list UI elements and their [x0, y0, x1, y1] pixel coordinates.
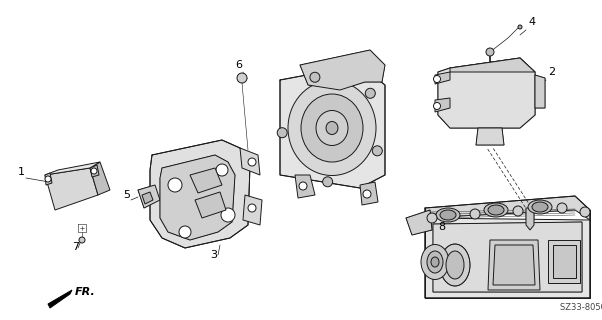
Polygon shape: [488, 240, 540, 290]
Polygon shape: [406, 210, 432, 235]
Circle shape: [518, 25, 522, 29]
Text: 3: 3: [210, 250, 217, 260]
Text: SZ33-80500 A: SZ33-80500 A: [560, 303, 602, 312]
Polygon shape: [553, 245, 576, 278]
Polygon shape: [45, 168, 98, 210]
Circle shape: [216, 164, 228, 176]
Circle shape: [470, 209, 480, 219]
Circle shape: [237, 73, 247, 83]
Polygon shape: [142, 192, 153, 204]
Circle shape: [221, 208, 235, 222]
Circle shape: [433, 76, 441, 83]
Circle shape: [299, 182, 307, 190]
Circle shape: [513, 206, 523, 216]
Ellipse shape: [440, 244, 470, 286]
Polygon shape: [435, 72, 450, 84]
Polygon shape: [360, 182, 378, 205]
Circle shape: [168, 178, 182, 192]
Polygon shape: [526, 208, 534, 230]
Ellipse shape: [446, 251, 464, 279]
Circle shape: [427, 213, 437, 223]
Ellipse shape: [427, 251, 443, 273]
Polygon shape: [45, 173, 52, 185]
Ellipse shape: [301, 94, 363, 162]
Polygon shape: [425, 218, 590, 298]
Circle shape: [248, 158, 256, 166]
Circle shape: [179, 226, 191, 238]
Circle shape: [91, 168, 97, 174]
Ellipse shape: [528, 200, 552, 214]
Text: 1: 1: [18, 167, 25, 177]
Polygon shape: [435, 98, 450, 112]
Polygon shape: [476, 128, 504, 145]
Polygon shape: [243, 195, 262, 225]
Circle shape: [323, 177, 333, 187]
Polygon shape: [48, 290, 72, 308]
Circle shape: [365, 88, 375, 98]
Text: 4: 4: [528, 17, 535, 27]
Polygon shape: [295, 175, 315, 198]
Circle shape: [486, 48, 494, 56]
Ellipse shape: [436, 208, 460, 222]
Circle shape: [45, 176, 51, 182]
Ellipse shape: [440, 210, 456, 220]
Ellipse shape: [316, 110, 348, 146]
Ellipse shape: [431, 257, 439, 267]
Ellipse shape: [532, 202, 548, 212]
Polygon shape: [195, 192, 226, 218]
Circle shape: [277, 128, 287, 138]
Circle shape: [363, 190, 371, 198]
Polygon shape: [138, 185, 160, 208]
Polygon shape: [548, 240, 580, 283]
Polygon shape: [240, 148, 260, 175]
Polygon shape: [150, 140, 250, 248]
Circle shape: [79, 237, 85, 243]
Circle shape: [310, 72, 320, 82]
Circle shape: [372, 146, 382, 156]
Ellipse shape: [488, 205, 504, 215]
Polygon shape: [160, 155, 235, 240]
Polygon shape: [45, 162, 100, 175]
Polygon shape: [280, 65, 385, 188]
Polygon shape: [425, 196, 590, 220]
Text: FR.: FR.: [75, 287, 96, 297]
Circle shape: [557, 203, 567, 213]
Polygon shape: [535, 75, 545, 108]
Ellipse shape: [484, 203, 508, 217]
Text: 7: 7: [72, 242, 79, 252]
Circle shape: [248, 204, 256, 212]
Polygon shape: [450, 58, 535, 72]
Polygon shape: [300, 50, 385, 90]
Polygon shape: [438, 58, 535, 128]
Text: 2: 2: [548, 67, 555, 77]
Text: 6: 6: [235, 60, 242, 70]
Polygon shape: [433, 222, 582, 292]
Ellipse shape: [421, 244, 449, 279]
Polygon shape: [90, 162, 110, 195]
Ellipse shape: [326, 122, 338, 134]
Text: 5: 5: [123, 190, 130, 200]
Circle shape: [580, 207, 590, 217]
Text: 8: 8: [438, 222, 445, 232]
Polygon shape: [493, 245, 535, 285]
Circle shape: [433, 102, 441, 109]
Ellipse shape: [288, 81, 376, 175]
Polygon shape: [190, 168, 222, 193]
Polygon shape: [90, 165, 99, 177]
